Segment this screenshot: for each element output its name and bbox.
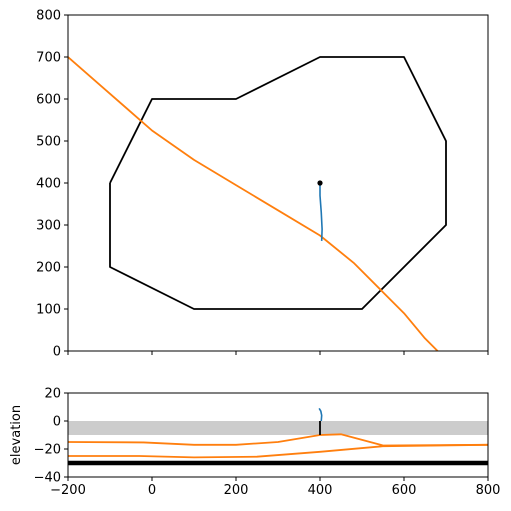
boundary-polygon-line: [109, 56, 447, 310]
y-tick-label: 800: [36, 9, 61, 24]
y-tick-label: −40: [34, 471, 61, 486]
x-tick-label: 800: [476, 483, 501, 498]
plot-area: [68, 407, 488, 466]
lower-horizon-line: [68, 443, 488, 459]
plot-area: [68, 56, 447, 351]
fault-trace-line: [68, 56, 439, 351]
shaded-band: [68, 421, 488, 435]
y-tick-label: 20: [44, 387, 61, 402]
upper-horizon-line: [68, 433, 488, 447]
well-path-line: [319, 183, 323, 241]
elevation-y-axis-label: elevation: [9, 405, 24, 465]
elevation-panel-frame: [67, 392, 489, 478]
elevation-panel-marks: [68, 407, 488, 466]
x-tick-label: 0: [148, 483, 156, 498]
x-tick-label: 400: [308, 483, 333, 498]
y-tick-label: 100: [36, 303, 61, 318]
x-tick-label: 600: [392, 483, 417, 498]
map-panel-marks: [68, 56, 447, 351]
y-tick-label: 600: [36, 93, 61, 108]
well-head-marker: [317, 180, 323, 186]
y-tick-label: 0: [53, 345, 61, 360]
y-tick-label: 0: [53, 415, 61, 430]
map-panel-axes: 0 100 200 300 400 500 600 700 800: [36, 9, 489, 360]
x-tick-label: −200: [50, 483, 86, 498]
well-path-line: [318, 407, 323, 422]
y-tick-label: −20: [34, 443, 61, 458]
map-panel: 0 100 200 300 400 500 600 700 800: [36, 9, 489, 360]
y-tick-label: 400: [36, 177, 61, 192]
x-tick-label: 200: [224, 483, 249, 498]
y-tick-label: 500: [36, 135, 61, 150]
y-tick-label: 300: [36, 219, 61, 234]
y-tick-label: 200: [36, 261, 61, 276]
y-tick-label: 700: [36, 51, 61, 66]
